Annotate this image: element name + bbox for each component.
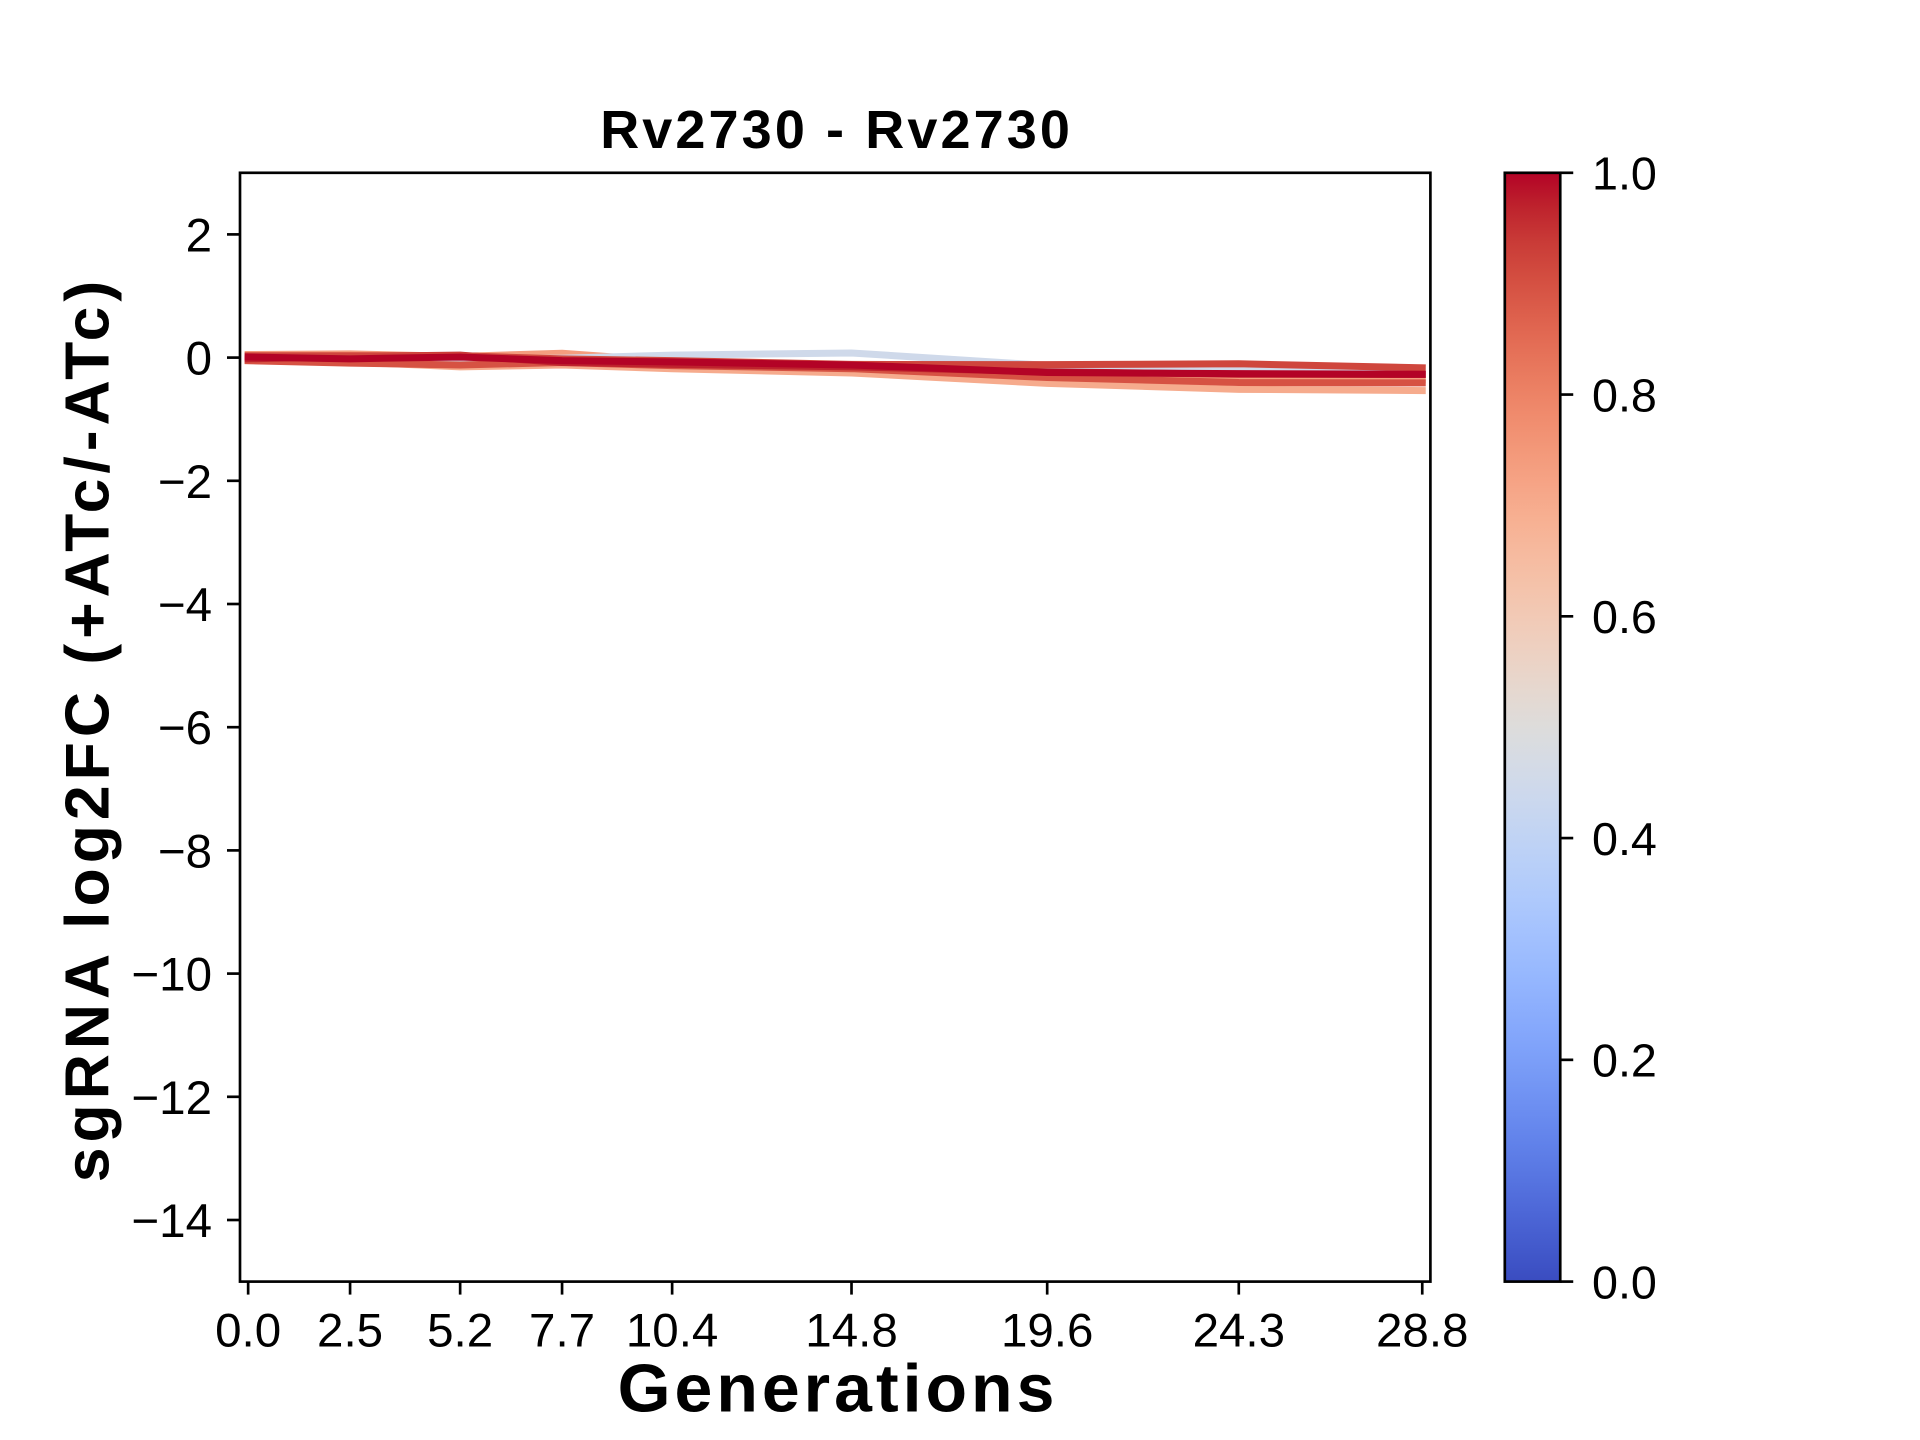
- svg-text:−2: −2: [158, 456, 212, 509]
- svg-text:0.6: 0.6: [1592, 591, 1657, 643]
- svg-text:19.6: 19.6: [1001, 1305, 1093, 1358]
- svg-text:Rv2730 - Rv2730: Rv2730 - Rv2730: [600, 100, 1073, 160]
- svg-text:0.4: 0.4: [1592, 813, 1657, 865]
- svg-text:14.8: 14.8: [805, 1305, 897, 1358]
- svg-text:−10: −10: [131, 949, 212, 1002]
- svg-text:28.8: 28.8: [1376, 1305, 1468, 1358]
- svg-text:7.7: 7.7: [529, 1305, 595, 1358]
- svg-text:Generations: Generations: [618, 1351, 1059, 1427]
- svg-text:0: 0: [186, 333, 212, 386]
- svg-text:0.0: 0.0: [1592, 1256, 1657, 1308]
- svg-text:5.2: 5.2: [427, 1305, 493, 1358]
- svg-text:−12: −12: [131, 1072, 212, 1125]
- svg-text:−4: −4: [158, 579, 212, 632]
- svg-text:1.0: 1.0: [1592, 148, 1657, 200]
- svg-text:2.5: 2.5: [317, 1305, 383, 1358]
- svg-text:24.3: 24.3: [1193, 1305, 1285, 1358]
- svg-text:2: 2: [186, 209, 212, 262]
- svg-text:sgRNA log2FC (+ATc/-ATc): sgRNA log2FC (+ATc/-ATc): [53, 276, 123, 1182]
- svg-text:0.0: 0.0: [215, 1305, 281, 1358]
- svg-text:0.2: 0.2: [1592, 1035, 1657, 1087]
- svg-text:−14: −14: [131, 1195, 212, 1248]
- svg-text:−8: −8: [158, 825, 212, 878]
- svg-text:0.8: 0.8: [1592, 369, 1657, 421]
- svg-text:−6: −6: [158, 702, 212, 755]
- svg-text:10.4: 10.4: [626, 1305, 718, 1358]
